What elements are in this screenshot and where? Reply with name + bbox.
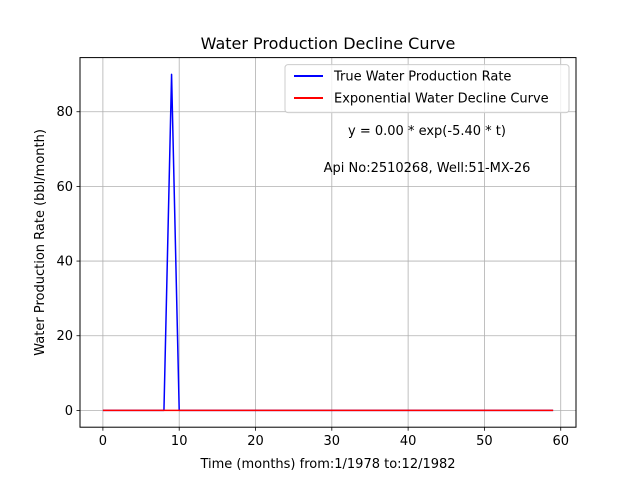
x-tick-label: 20 xyxy=(247,434,264,449)
y-tick-label: 40 xyxy=(56,255,73,270)
chart-title: Water Production Decline Curve xyxy=(201,34,456,53)
y-axis-label: Water Production Rate (bbl/month) xyxy=(33,129,48,356)
x-tick-label: 30 xyxy=(324,434,341,449)
series-lines xyxy=(102,73,554,412)
equation-annotation: y = 0.00 * exp(-5.40 * t) xyxy=(348,124,506,139)
x-tick-label: 50 xyxy=(476,434,493,449)
plot-frame xyxy=(79,57,577,428)
y-tick-label: 80 xyxy=(56,105,73,120)
y-tick-label: 20 xyxy=(56,329,73,344)
well-info-annotation: Api No:2510268, Well:51-MX-26 xyxy=(324,161,531,176)
legend-box xyxy=(284,64,570,114)
legend-label-exp-curve: Exponential Water Decline Curve xyxy=(334,92,549,107)
y-tick-label: 0 xyxy=(65,404,73,419)
x-axis-label: Time (months) from:1/1978 to:12/1982 xyxy=(199,457,455,472)
y-tick-label: 60 xyxy=(56,180,73,195)
x-tick-label: 0 xyxy=(99,434,107,449)
axis-ticks: 0 10 20 30 40 50 60 0 20 40 60 80 xyxy=(56,105,569,449)
x-tick-label: 60 xyxy=(552,434,569,449)
grid xyxy=(80,57,576,428)
x-tick-label: 10 xyxy=(171,434,188,449)
legend-label-true-rate: True Water Production Rate xyxy=(333,70,511,85)
x-tick-label: 40 xyxy=(400,434,417,449)
legend: True Water Production Rate Exponential W… xyxy=(284,64,570,114)
